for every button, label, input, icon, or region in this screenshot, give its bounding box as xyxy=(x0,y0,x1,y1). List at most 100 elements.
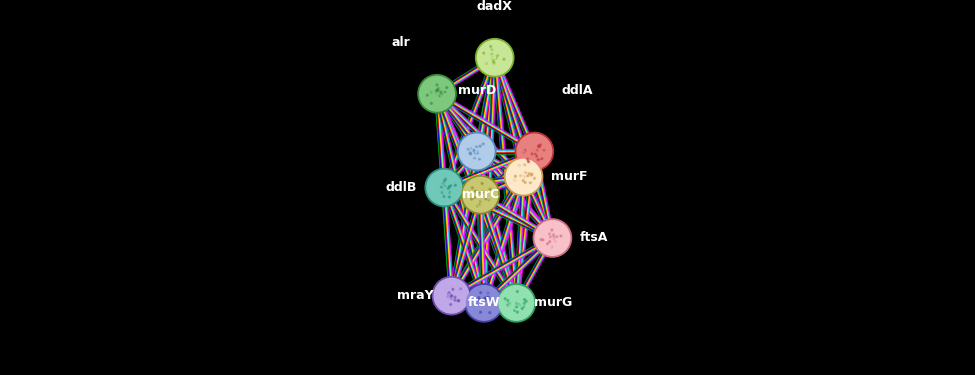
Point xyxy=(511,164,526,170)
Point xyxy=(478,300,493,306)
Point xyxy=(432,93,448,99)
Point xyxy=(430,90,446,96)
Point xyxy=(546,232,562,238)
Text: murD: murD xyxy=(457,84,496,98)
Point xyxy=(477,301,492,307)
Point xyxy=(474,198,489,204)
Point xyxy=(468,185,484,191)
Point xyxy=(535,150,551,156)
Circle shape xyxy=(515,132,554,171)
Point xyxy=(481,290,496,296)
Point xyxy=(546,235,562,241)
Text: alr: alr xyxy=(391,36,410,49)
Point xyxy=(483,44,498,50)
Point xyxy=(545,234,561,240)
Point xyxy=(437,91,452,97)
Point xyxy=(472,156,488,162)
Point xyxy=(469,302,485,307)
Point xyxy=(425,183,441,189)
Point xyxy=(507,177,523,183)
Point xyxy=(429,88,445,94)
Point xyxy=(508,300,524,306)
Point xyxy=(437,89,452,95)
Point xyxy=(462,193,478,199)
Point xyxy=(527,148,543,154)
Point xyxy=(433,186,448,192)
Point xyxy=(534,156,550,162)
Circle shape xyxy=(425,168,463,207)
Point xyxy=(505,177,521,183)
Point xyxy=(482,296,497,302)
Point xyxy=(439,85,454,91)
Point xyxy=(445,286,460,292)
Point xyxy=(429,91,445,97)
Point xyxy=(516,303,531,309)
Point xyxy=(513,175,528,181)
Point xyxy=(438,176,453,182)
Point xyxy=(525,171,540,177)
Point xyxy=(489,53,505,58)
Point xyxy=(511,184,526,190)
Point xyxy=(515,174,530,180)
Point xyxy=(502,302,518,307)
Point xyxy=(485,55,500,61)
Point xyxy=(484,47,499,53)
Point xyxy=(474,180,489,186)
Point xyxy=(542,238,558,244)
Point xyxy=(424,89,440,95)
Point xyxy=(549,233,565,239)
Point xyxy=(471,295,487,301)
Point xyxy=(437,184,452,190)
Point xyxy=(535,237,551,243)
Point xyxy=(432,86,448,92)
Point xyxy=(475,196,490,202)
Point xyxy=(478,299,493,305)
Point xyxy=(551,236,566,242)
Point xyxy=(444,297,459,303)
Point xyxy=(472,150,488,156)
Point xyxy=(516,149,531,155)
Point xyxy=(451,285,467,291)
Point xyxy=(448,297,463,303)
Point xyxy=(514,171,529,177)
Point xyxy=(469,148,485,154)
Point xyxy=(481,289,496,295)
Point xyxy=(523,150,538,156)
Point xyxy=(452,286,468,292)
Point xyxy=(437,185,452,191)
Point xyxy=(469,148,485,154)
Point xyxy=(440,189,455,195)
Point xyxy=(544,236,560,242)
Point xyxy=(510,309,526,315)
Point xyxy=(484,48,499,54)
Point xyxy=(480,298,495,304)
Point xyxy=(482,49,497,55)
Point xyxy=(484,51,499,57)
Point xyxy=(473,159,488,165)
Point xyxy=(451,288,467,294)
Text: ddlB: ddlB xyxy=(386,181,417,194)
Point xyxy=(444,292,459,298)
Point xyxy=(516,164,531,170)
Point xyxy=(544,244,560,250)
Point xyxy=(543,232,559,238)
Point xyxy=(485,297,500,303)
Point xyxy=(507,301,523,307)
Point xyxy=(544,227,560,233)
Point xyxy=(429,87,445,93)
Circle shape xyxy=(419,76,454,111)
Point xyxy=(513,172,528,178)
Point xyxy=(526,149,542,155)
Point xyxy=(433,92,448,98)
Point xyxy=(507,299,523,305)
Point xyxy=(437,184,452,190)
Point xyxy=(509,304,525,310)
Point xyxy=(484,293,499,299)
Point xyxy=(473,309,488,315)
Point xyxy=(467,148,483,154)
Point xyxy=(512,302,527,308)
Point xyxy=(502,298,518,304)
Point xyxy=(487,55,502,61)
Circle shape xyxy=(427,170,461,205)
Point xyxy=(442,291,457,297)
